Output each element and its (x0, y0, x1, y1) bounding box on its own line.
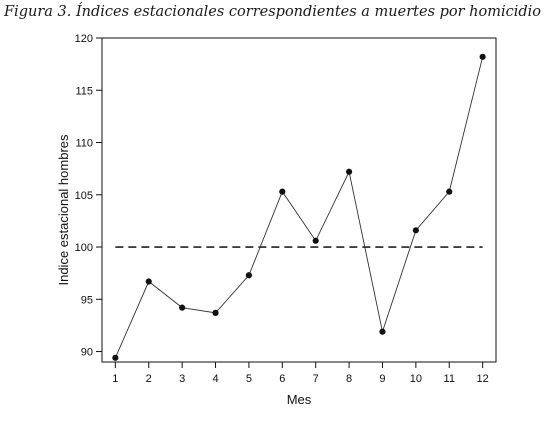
x-tick-label: 12 (477, 373, 489, 385)
data-point (112, 354, 119, 361)
data-point (379, 328, 386, 335)
y-tick-label: 120 (75, 33, 93, 45)
y-tick-label: 95 (81, 294, 93, 306)
x-axis: 1 2 3 4 5 6 7 8 9 10 11 12 (112, 362, 489, 385)
x-tick-label: 1 (112, 373, 118, 385)
y-axis: 90 95 100 105 110 115 120 (75, 33, 102, 359)
x-axis-label: Mes (287, 392, 312, 407)
y-axis-label: Indice estacional hombres (56, 134, 71, 286)
y-tick-label: 110 (75, 138, 93, 150)
series-line (114, 56, 484, 358)
x-tick-label: 11 (444, 373, 455, 385)
data-point (412, 227, 419, 234)
y-tick-label: 100 (75, 242, 93, 254)
data-point (245, 272, 253, 279)
x-tick-label: 9 (379, 373, 385, 385)
y-tick-label: 105 (75, 190, 93, 202)
x-tick-label: 6 (279, 373, 285, 385)
chart-title: Figura 3. Índices estacionales correspon… (4, 4, 542, 20)
series-layer (112, 53, 486, 361)
x-tick-label: 10 (410, 373, 422, 385)
data-point (446, 188, 453, 195)
data-point (345, 168, 353, 175)
x-tick-label: 7 (313, 373, 319, 385)
plot-area-frame (101, 37, 497, 363)
x-tick-label: 8 (346, 373, 352, 385)
x-tick-label: 2 (146, 373, 152, 385)
data-point (179, 304, 186, 311)
x-tick-label: 5 (246, 373, 252, 385)
data-point (279, 188, 286, 195)
data-point (212, 309, 219, 316)
data-point (479, 53, 486, 60)
x-tick-label: 3 (179, 373, 185, 385)
y-tick-label: 90 (81, 347, 93, 359)
x-tick-label: 4 (212, 373, 218, 385)
data-point (145, 278, 152, 285)
y-tick-label: 115 (75, 85, 93, 97)
data-point (312, 237, 319, 244)
